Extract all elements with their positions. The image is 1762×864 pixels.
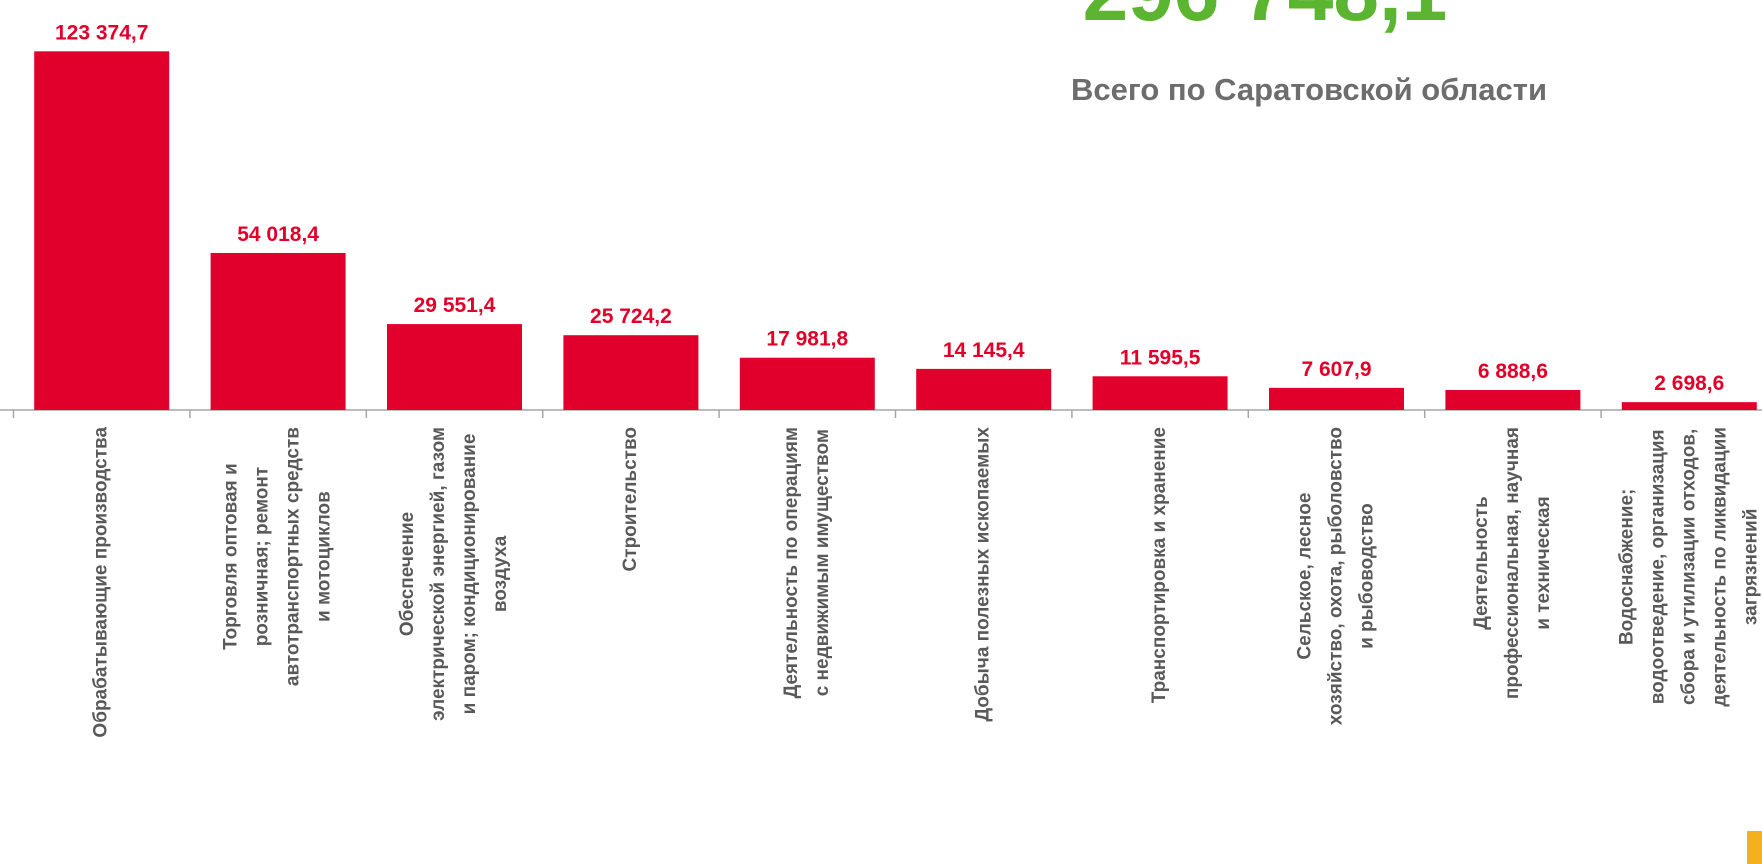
x-tick-label: и техническая [1533, 496, 1554, 629]
x-tick-label: Обеспечение [397, 512, 418, 636]
x-tick-label: розничная; ремонт [252, 467, 273, 646]
total-value: 296 748,1 [1083, 0, 1448, 38]
corner-decoration [1747, 831, 1762, 864]
value-label: 54 018,4 [237, 223, 319, 246]
value-label: 25 724,2 [590, 305, 672, 328]
x-tick-label: с недвижимым имуществом [812, 429, 833, 696]
x-tick-label: Водоснабжение; [1616, 489, 1637, 645]
x-tick-label: Торговля оптовая и [221, 463, 242, 650]
x-tick-label: Транспортировка и хранение [1149, 427, 1170, 703]
x-tick-label: Добыча полезных ископаемых [973, 427, 994, 722]
value-label: 11 595,5 [1120, 346, 1201, 369]
value-label: 2 698,6 [1654, 372, 1724, 395]
bar [1269, 387, 1404, 410]
x-tick-label: электрической энергией, газом [428, 427, 449, 721]
x-tick-label: Деятельность [1471, 496, 1492, 629]
bar [1621, 402, 1757, 410]
bar [387, 324, 522, 410]
x-tick-label: водоотведение, организация [1647, 429, 1668, 704]
value-label: 7 607,9 [1301, 358, 1371, 381]
x-tick-label: и мотоциклов [314, 491, 335, 622]
bar [210, 252, 346, 410]
value-label: 123 374,7 [55, 21, 148, 44]
x-tick-label: автотранспортных средств [283, 427, 304, 686]
x-tick-label: Сельское, лесное [1295, 493, 1316, 660]
x-tick-label: сбора и утилизации отходов, [1678, 429, 1699, 705]
x-tick-label: деятельность по ликвидации [1709, 427, 1730, 707]
bar [1092, 376, 1228, 410]
value-label: 29 551,4 [414, 294, 496, 317]
x-tick-label: и паром; кондиционирование [459, 434, 480, 715]
subtitle: Всего по Саратовской области [1071, 72, 1547, 107]
x-tick-label: загрязнений [1740, 509, 1761, 625]
x-tick-label: Деятельность по операциям [781, 427, 802, 698]
x-tick-label: воздуха [490, 535, 511, 612]
x-tick-label: и рыбоводство [1357, 503, 1378, 649]
value-label: 17 981,8 [766, 328, 848, 351]
bar [563, 335, 699, 410]
bar [916, 368, 1052, 410]
value-label: 14 145,4 [943, 339, 1025, 362]
x-tick-label: Строительство [620, 427, 641, 571]
x-tick-label: Обрабатывающие производства [91, 427, 112, 738]
x-tick-label: профессиональная, научная [1502, 427, 1523, 699]
bar [739, 357, 875, 410]
x-tick-label: хозяйство, охота, рыболовство [1326, 427, 1347, 725]
value-label: 6 888,6 [1478, 360, 1548, 383]
bar [1445, 389, 1581, 410]
bar [34, 51, 170, 410]
